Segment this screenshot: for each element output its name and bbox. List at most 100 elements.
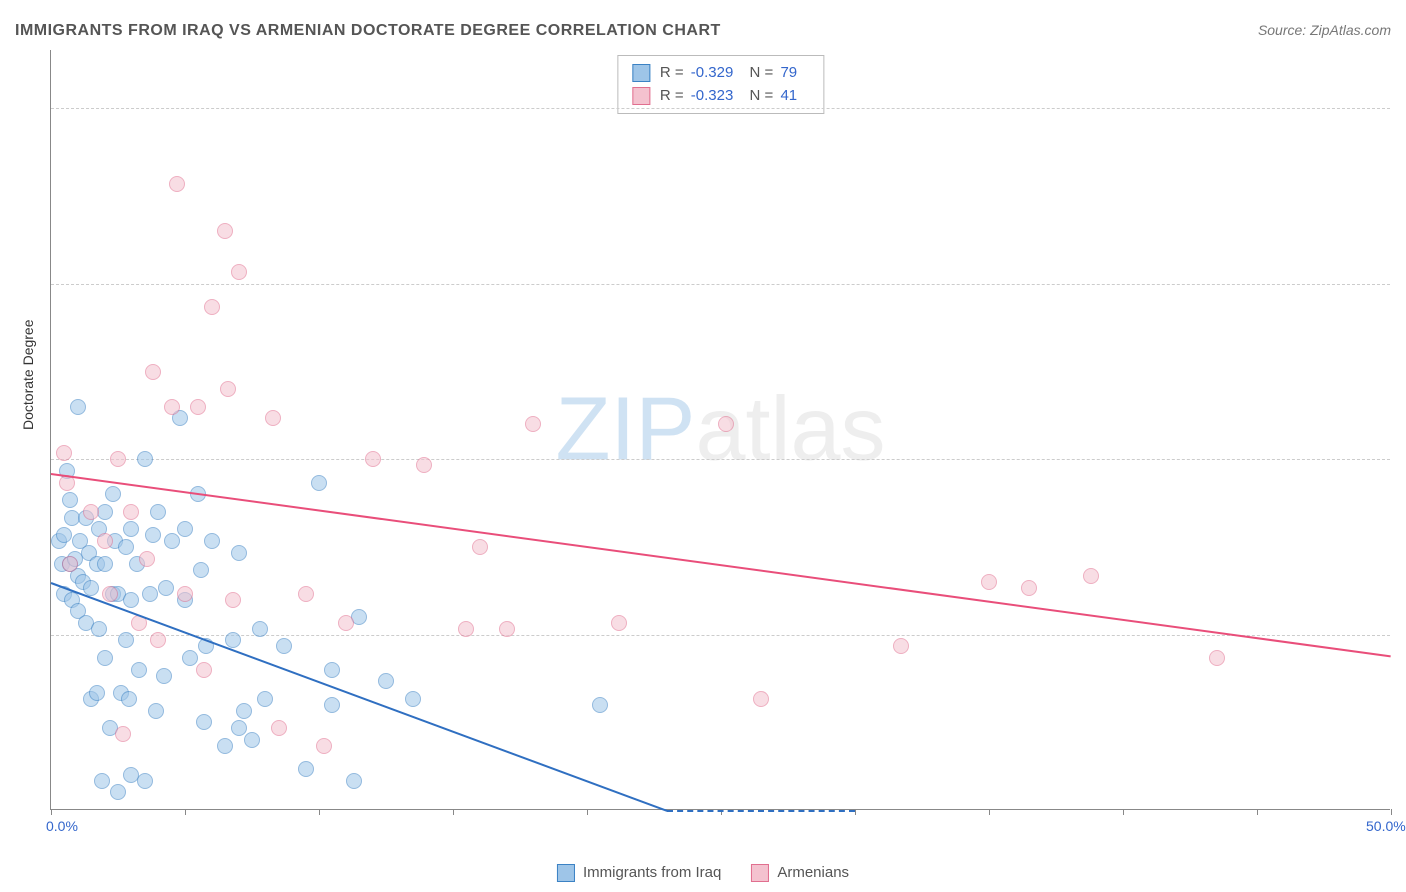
- scatter-point: [231, 545, 247, 561]
- scatter-point: [338, 615, 354, 631]
- scatter-point: [105, 486, 121, 502]
- scatter-point: [244, 732, 260, 748]
- scatter-point: [346, 773, 362, 789]
- scatter-point: [472, 539, 488, 555]
- scatter-point: [378, 673, 394, 689]
- scatter-point: [150, 632, 166, 648]
- scatter-point: [89, 685, 105, 701]
- scatter-point: [97, 533, 113, 549]
- scatter-point: [1209, 650, 1225, 666]
- scatter-point: [131, 662, 147, 678]
- scatter-point: [97, 650, 113, 666]
- scatter-point: [123, 504, 139, 520]
- scatter-point: [753, 691, 769, 707]
- scatter-point: [177, 521, 193, 537]
- y-axis-label: Doctorate Degree: [20, 319, 36, 430]
- scatter-point: [592, 697, 608, 713]
- legend-item-series2: Armenians: [751, 864, 849, 882]
- stats-row-series1: R = -0.329 N = 79: [632, 62, 809, 85]
- scatter-point: [231, 720, 247, 736]
- scatter-point: [62, 556, 78, 572]
- scatter-point: [252, 621, 268, 637]
- scatter-point: [177, 586, 193, 602]
- scatter-point: [611, 615, 627, 631]
- legend-swatch-series2: [751, 864, 769, 882]
- scatter-point: [204, 533, 220, 549]
- scatter-point: [196, 714, 212, 730]
- scatter-point: [182, 650, 198, 666]
- scatter-point: [220, 381, 236, 397]
- scatter-point: [499, 621, 515, 637]
- scatter-point: [83, 504, 99, 520]
- gridline: [51, 635, 1390, 636]
- scatter-point: [156, 668, 172, 684]
- scatter-point: [1021, 580, 1037, 596]
- x-tick-mark: [587, 809, 588, 815]
- scatter-point: [316, 738, 332, 754]
- scatter-point: [142, 586, 158, 602]
- scatter-point: [265, 410, 281, 426]
- y-tick-label: 4.5%: [1395, 276, 1406, 292]
- scatter-point: [83, 580, 99, 596]
- scatter-point: [115, 726, 131, 742]
- stats-swatch-series1: [632, 64, 650, 82]
- scatter-point: [164, 533, 180, 549]
- scatter-point: [324, 662, 340, 678]
- scatter-point: [70, 399, 86, 415]
- legend: Immigrants from Iraq Armenians: [557, 864, 849, 882]
- x-tick-mark: [855, 809, 856, 815]
- x-tick-mark: [185, 809, 186, 815]
- scatter-point: [458, 621, 474, 637]
- scatter-point: [97, 556, 113, 572]
- x-tick-mark: [989, 809, 990, 815]
- scatter-point: [276, 638, 292, 654]
- scatter-point: [196, 662, 212, 678]
- scatter-point: [62, 492, 78, 508]
- gridline: [51, 284, 1390, 285]
- scatter-point: [298, 761, 314, 777]
- scatter-point: [148, 703, 164, 719]
- x-tick-mark: [1391, 809, 1392, 815]
- x-tick-mark: [319, 809, 320, 815]
- scatter-point: [217, 738, 233, 754]
- scatter-point: [311, 475, 327, 491]
- scatter-point: [236, 703, 252, 719]
- gridline: [51, 459, 1390, 460]
- scatter-point: [110, 784, 126, 800]
- scatter-point: [525, 416, 541, 432]
- scatter-point: [110, 451, 126, 467]
- scatter-point: [225, 632, 241, 648]
- correlation-stats-box: R = -0.329 N = 79 R = -0.323 N = 41: [617, 55, 824, 114]
- scatter-point: [1083, 568, 1099, 584]
- stats-swatch-series2: [632, 87, 650, 105]
- scatter-point: [169, 176, 185, 192]
- scatter-point: [145, 527, 161, 543]
- scatter-point: [164, 399, 180, 415]
- scatter-point: [56, 445, 72, 461]
- scatter-point: [118, 539, 134, 555]
- x-tick-label: 50.0%: [1366, 818, 1406, 834]
- x-tick-mark: [51, 809, 52, 815]
- x-tick-mark: [453, 809, 454, 815]
- x-tick-label: 0.0%: [46, 818, 78, 834]
- scatter-point: [324, 697, 340, 713]
- scatter-point: [217, 223, 233, 239]
- scatter-point: [271, 720, 287, 736]
- scatter-point: [121, 691, 137, 707]
- y-tick-label: 6.0%: [1395, 100, 1406, 116]
- scatter-point: [718, 416, 734, 432]
- scatter-point: [94, 773, 110, 789]
- scatter-point: [56, 527, 72, 543]
- chart-title: IMMIGRANTS FROM IRAQ VS ARMENIAN DOCTORA…: [15, 22, 721, 40]
- scatter-point: [231, 264, 247, 280]
- scatter-point: [405, 691, 421, 707]
- scatter-point: [416, 457, 432, 473]
- scatter-point: [193, 562, 209, 578]
- scatter-point: [137, 773, 153, 789]
- scatter-point: [365, 451, 381, 467]
- x-tick-mark: [1257, 809, 1258, 815]
- y-tick-label: 1.5%: [1395, 627, 1406, 643]
- scatter-point: [102, 586, 118, 602]
- scatter-point: [893, 638, 909, 654]
- scatter-point: [91, 621, 107, 637]
